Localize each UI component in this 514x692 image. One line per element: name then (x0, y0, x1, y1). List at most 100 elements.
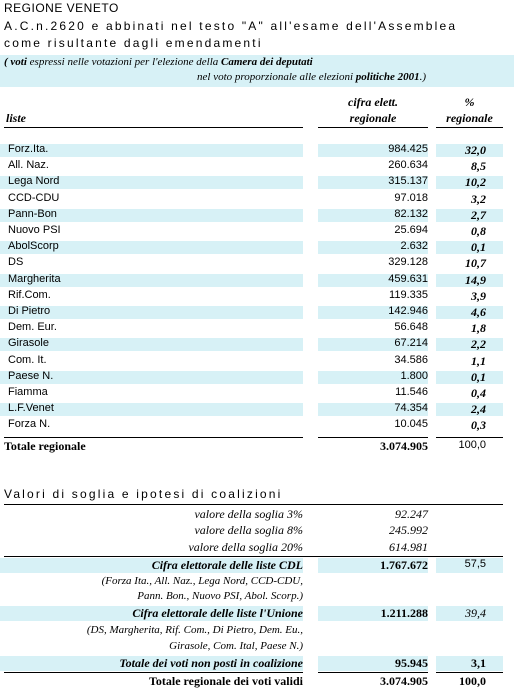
table-row: Paese N. 1.800 0,1 (0, 369, 514, 385)
total-line-1 (4, 437, 303, 438)
party-name: Fiamma (8, 386, 48, 398)
row-highlight (436, 338, 503, 352)
row-highlight (0, 370, 303, 384)
total-line-3 (436, 437, 503, 438)
row-highlight (318, 176, 428, 190)
validi-line-3 (436, 672, 503, 673)
nonposti-value: 95.945 (395, 656, 428, 670)
total-value: 3.074.905 (380, 439, 428, 453)
table-row: Com. It. 34.586 1,1 (0, 353, 514, 369)
party-percent: 2,2 (471, 337, 486, 352)
party-percent: 0,8 (471, 224, 486, 238)
party-name: Di Pietro (8, 305, 51, 317)
party-percent: 1,8 (471, 321, 486, 336)
table-row: Lega Nord 315.137 10,2 (0, 174, 514, 190)
party-votes: 11.546 (395, 386, 428, 398)
row-highlight (436, 403, 503, 417)
party-name: AbolScorp (8, 240, 59, 253)
row-highlight (0, 338, 303, 352)
nonposti-hl-1 (0, 656, 303, 671)
party-percent: 4,6 (471, 305, 486, 319)
party-votes: 2.632 (400, 240, 428, 253)
party-name: Dem. Eur. (8, 321, 57, 334)
party-name: Com. It. (8, 353, 47, 366)
party-name: Girasole (8, 337, 49, 350)
party-name: CCD-CDU (8, 191, 60, 204)
header-line-1: A.C.n.2620 e abbinati nel testo "A" all'… (4, 19, 458, 33)
party-name: Pann-Bon (8, 207, 57, 220)
party-name: All. Naz. (8, 159, 49, 172)
nonposti-pct: 3,1 (471, 656, 486, 670)
row-highlight (318, 144, 428, 157)
total-line-2 (318, 437, 428, 438)
table-row: Forza N. 10.045 0,3 (0, 417, 514, 433)
row-highlight (0, 241, 303, 255)
col-cifra-1: cifra elett. (348, 95, 398, 109)
cdl-label: Cifra elettorale delle liste CDL (151, 558, 303, 572)
table-row: DS 329.128 10,7 (0, 255, 514, 271)
party-percent: 1,1 (471, 353, 486, 368)
unione-note-2: Girasole, Com. Ital, Paese N.) (169, 640, 303, 652)
party-votes: 459.631 (388, 272, 428, 285)
party-percent: 0,1 (471, 369, 486, 384)
table-row: Di Pietro 142.946 4,6 (0, 304, 514, 320)
validi-label: Totale regionale dei voti validi (148, 674, 303, 688)
table-row: Dem. Eur. 56.648 1,8 (0, 320, 514, 336)
header-underline-3 (436, 127, 503, 128)
validi-value: 3.074.905 (380, 674, 428, 688)
party-name: Forza N. (8, 418, 51, 431)
header-underline-1 (4, 127, 303, 128)
unione-label: Cifra elettorale delle liste l'Unione (132, 606, 303, 620)
row-highlight (436, 241, 503, 255)
row-highlight (318, 370, 428, 384)
validi-pct: 100,0 (459, 674, 486, 688)
cdl-hl-1 (0, 558, 303, 573)
soglia20-label: valore della soglia 20% (188, 540, 303, 554)
row-highlight (0, 144, 303, 157)
row-highlight (318, 208, 428, 222)
party-percent: 3,9 (471, 288, 486, 303)
party-votes: 142.946 (388, 305, 428, 317)
section2-underline (4, 504, 503, 505)
unione-hl-1 (0, 606, 303, 621)
section2-title: Valori di soglia e ipotesi di coalizioni (4, 487, 283, 501)
row-highlight (318, 403, 428, 417)
party-percent: 32,0 (465, 143, 486, 157)
party-percent: 3,2 (471, 191, 486, 206)
total-pct: 100,0 (458, 439, 486, 451)
cdl-pct: 57,5 (464, 558, 486, 570)
unione-hl-3 (436, 606, 503, 621)
table-row: AbolScorp 2.632 0,1 (0, 239, 514, 255)
party-name: Lega Nord (8, 175, 60, 188)
row-highlight (0, 306, 303, 319)
party-votes: 260.634 (388, 159, 428, 172)
header-underline-2 (318, 127, 428, 128)
party-name: Rif.Com. (8, 288, 51, 301)
row-highlight (436, 370, 503, 384)
row-highlight (318, 241, 428, 255)
party-percent: 0,1 (471, 240, 486, 255)
table-row: Margherita 459.631 14,9 (0, 272, 514, 288)
cdl-note-2: Pann. Bon., Nuovo PSI, Abol. Scorp.) (137, 590, 303, 602)
validi-line-1 (4, 672, 303, 673)
party-votes: 67.214 (394, 337, 428, 350)
party-name: Nuovo PSI (8, 224, 61, 236)
party-name: Margherita (8, 272, 61, 285)
row-highlight (436, 273, 503, 287)
col-pct-2: regionale (446, 111, 493, 125)
table-row: Girasole 67.214 2,2 (0, 336, 514, 352)
table-row: Forz.Ita. 984.425 32,0 (0, 142, 514, 158)
unione-value: 1.211.288 (380, 606, 428, 620)
soglia8-label: valore della soglia 8% (194, 523, 303, 537)
party-votes: 10.045 (394, 418, 428, 431)
party-name: DS (8, 256, 24, 269)
soglia3-label: valore della soglia 3% (194, 507, 303, 521)
row-highlight (436, 306, 503, 319)
party-percent: 2,7 (471, 207, 486, 222)
party-name: Forz.Ita. (8, 143, 49, 155)
row-highlight (436, 144, 503, 157)
row-highlight (318, 306, 428, 319)
party-votes: 315.137 (388, 175, 428, 188)
validi-line-2 (318, 672, 428, 673)
col-cifra-2: regionale (349, 111, 397, 125)
